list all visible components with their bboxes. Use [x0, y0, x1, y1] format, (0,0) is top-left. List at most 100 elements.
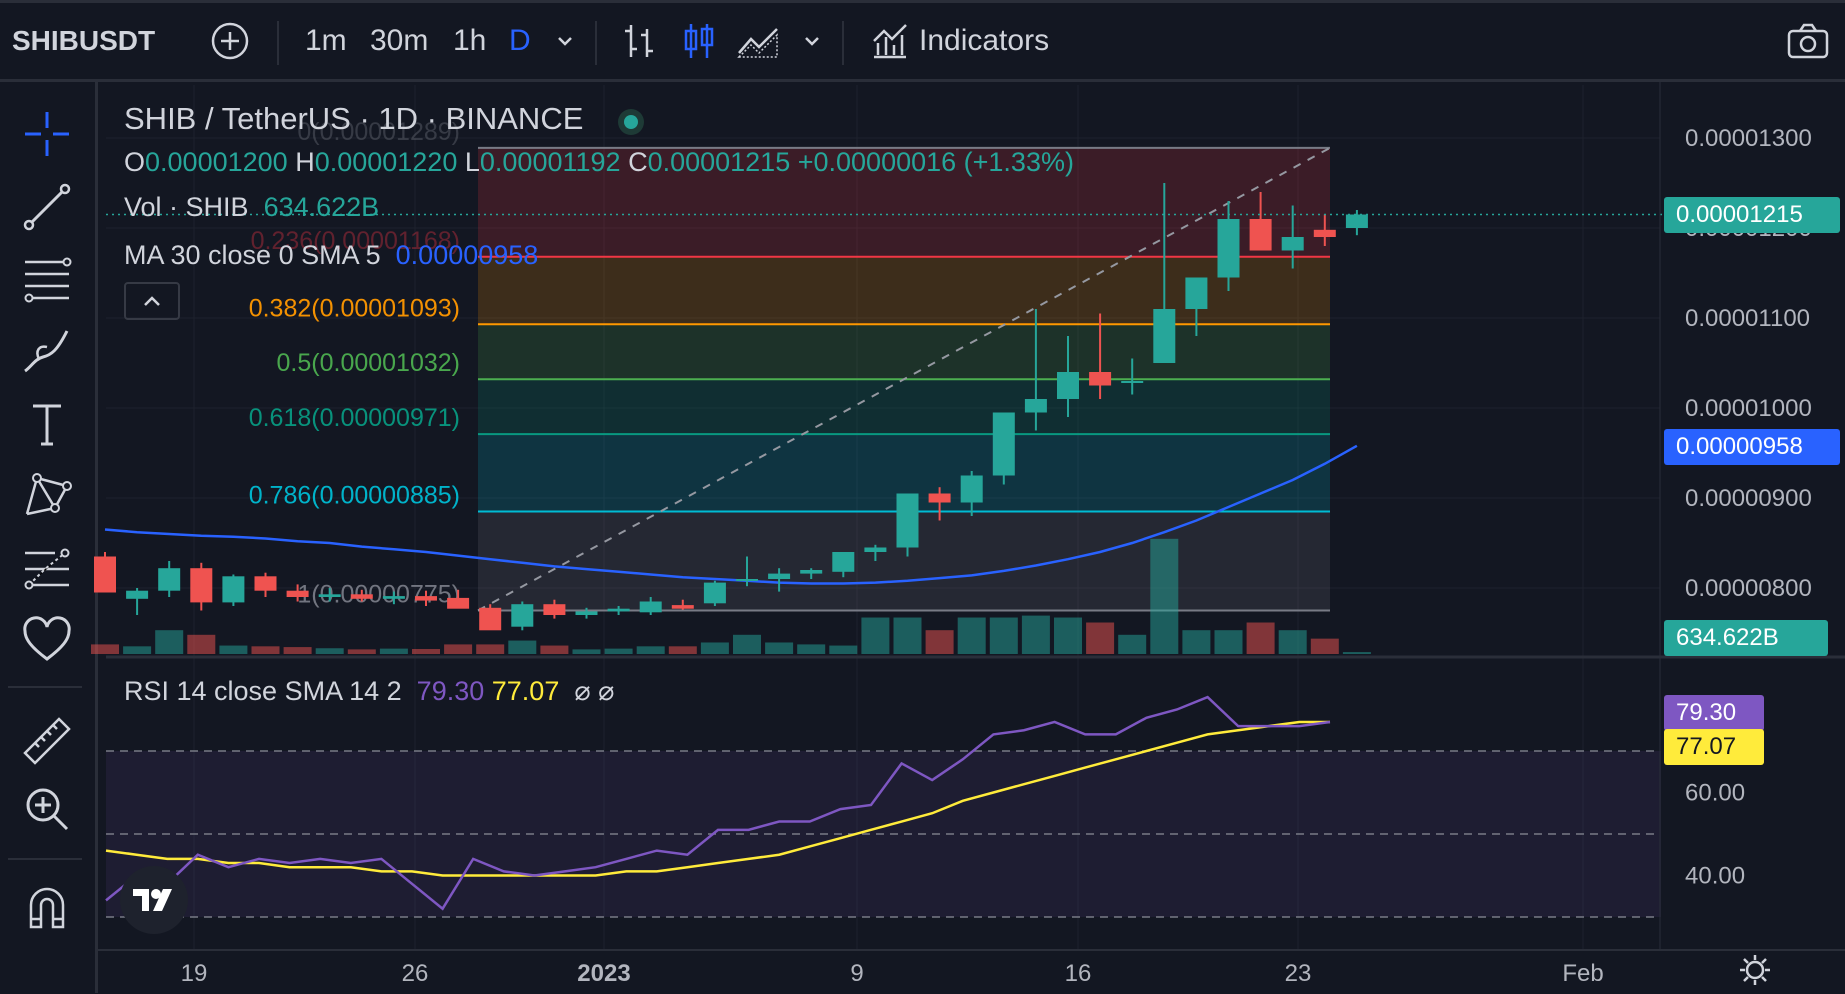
volume-bar [1021, 615, 1050, 654]
candle-body [1345, 214, 1368, 228]
volume-bar [476, 644, 505, 654]
low-value: 0.00001192 [479, 147, 621, 177]
rsi-label: RSI 14 close SMA 14 2 [124, 676, 402, 706]
interval-30m[interactable]: 30m [370, 24, 429, 57]
candle-body [318, 594, 341, 597]
heart-icon[interactable] [18, 612, 76, 670]
top-toolbar: SHIBUSDT 1m 30m 1h D Indicators [0, 0, 1845, 82]
volume-bar [1182, 630, 1211, 654]
bar-chart-icon[interactable] [621, 3, 657, 79]
time-axis-label: 23 [1285, 960, 1312, 987]
high-label: H [295, 147, 315, 177]
volume-bar [1310, 638, 1339, 654]
volume-bar [989, 617, 1018, 654]
candle-body [1281, 237, 1304, 251]
ma-value: 0.00000958 [395, 240, 539, 270]
ruler-icon[interactable] [18, 712, 76, 770]
candle-body [543, 604, 566, 615]
toolbar-divider [595, 21, 597, 65]
ma-price-tag: 0.00000958 [1664, 429, 1840, 465]
open-label: O [124, 147, 146, 177]
volume-bar [155, 630, 184, 654]
volume-bar [636, 646, 665, 654]
price-tick-label: 0.00000900 [1685, 485, 1812, 512]
time-axis-label: Feb [1562, 960, 1603, 987]
fib-level-label: 0(0.00001289) [297, 118, 460, 146]
candle-body [222, 576, 245, 603]
trend-line-icon[interactable] [18, 178, 76, 236]
candle-body [671, 605, 694, 609]
candle-body [864, 547, 887, 552]
volume-bar [508, 640, 537, 654]
collapse-legend-button[interactable] [124, 282, 180, 320]
low-label: L [464, 147, 480, 177]
live-status-dot [616, 107, 646, 144]
candle-body [992, 412, 1015, 476]
fib-level-label: 0.786(0.00000885) [249, 482, 460, 510]
camera-icon[interactable] [1786, 3, 1830, 79]
text-icon[interactable] [18, 395, 76, 453]
time-axis-label: 19 [181, 960, 208, 987]
forecast-icon[interactable] [18, 540, 76, 598]
candle-body [286, 590, 309, 597]
volume-bar [412, 649, 440, 654]
candle-body [736, 579, 758, 581]
candle-body [447, 597, 470, 609]
interval-1m[interactable]: 1m [305, 24, 347, 57]
volume-bar [1278, 630, 1307, 654]
brush-icon[interactable] [18, 322, 76, 380]
candle-body [960, 475, 983, 503]
area-chart-icon[interactable] [737, 3, 779, 79]
add-symbol-icon[interactable] [210, 3, 250, 79]
volume-bar [765, 642, 794, 654]
rsi-sma-value: 77.07 [491, 676, 560, 706]
indicators-button[interactable]: Indicators [919, 24, 1050, 57]
volume-bar [957, 617, 986, 654]
last-price-tag: 0.00001215 [1664, 197, 1840, 233]
fib-level-label: 0.236(0.00001168) [251, 227, 460, 255]
candle-body [190, 568, 213, 603]
drawing-toolbar [0, 82, 98, 993]
volume-bar [379, 648, 408, 654]
volume-bar [123, 646, 152, 654]
time-axis-label: 9 [850, 960, 863, 987]
rsi-tick-label: 60.00 [1685, 780, 1745, 807]
candle-body [800, 570, 823, 574]
candle-body [832, 552, 855, 572]
candle-body [928, 493, 951, 503]
rsi-line [105, 695, 1331, 911]
volume-bar [540, 645, 569, 654]
candle-body [94, 556, 116, 593]
candle-body [511, 604, 534, 627]
fib-zone [478, 379, 1330, 435]
chart-title: SHIB / TetherUS · 1D · BINANCE [124, 101, 584, 136]
volume-label: Vol · SHIB [124, 192, 249, 222]
tradingview-logo[interactable] [120, 866, 188, 934]
volume-bar [733, 634, 761, 654]
candle-body [1217, 219, 1240, 278]
horizontal-lines-icon[interactable] [18, 249, 76, 307]
indicators-icon[interactable] [870, 3, 910, 79]
rsi-sma-line [105, 720, 1330, 877]
candlestick-icon[interactable] [681, 3, 717, 79]
interval-d[interactable]: D [509, 24, 531, 57]
symbol-name[interactable]: SHIBUSDT [12, 25, 156, 56]
chevron-down-icon[interactable] [555, 3, 575, 79]
zoom-in-icon[interactable] [18, 780, 76, 838]
high-value: 0.00001220 [314, 147, 458, 177]
candle-body [382, 596, 405, 599]
candle-body [703, 582, 726, 604]
candle-body [575, 611, 598, 615]
volume-bar [893, 617, 922, 654]
fib-zone [478, 324, 1330, 380]
magnet-icon[interactable] [18, 878, 76, 936]
rsi-extra: ⌀ ⌀ [574, 676, 615, 706]
time-axis-label: 26 [402, 960, 429, 987]
volume-bar [1214, 630, 1243, 654]
crosshair-icon[interactable] [18, 105, 76, 163]
chevron-down-icon[interactable] [802, 3, 822, 79]
settings-gear-icon[interactable] [1738, 953, 1772, 994]
pattern-icon[interactable] [18, 467, 76, 525]
interval-1h[interactable]: 1h [453, 24, 487, 57]
